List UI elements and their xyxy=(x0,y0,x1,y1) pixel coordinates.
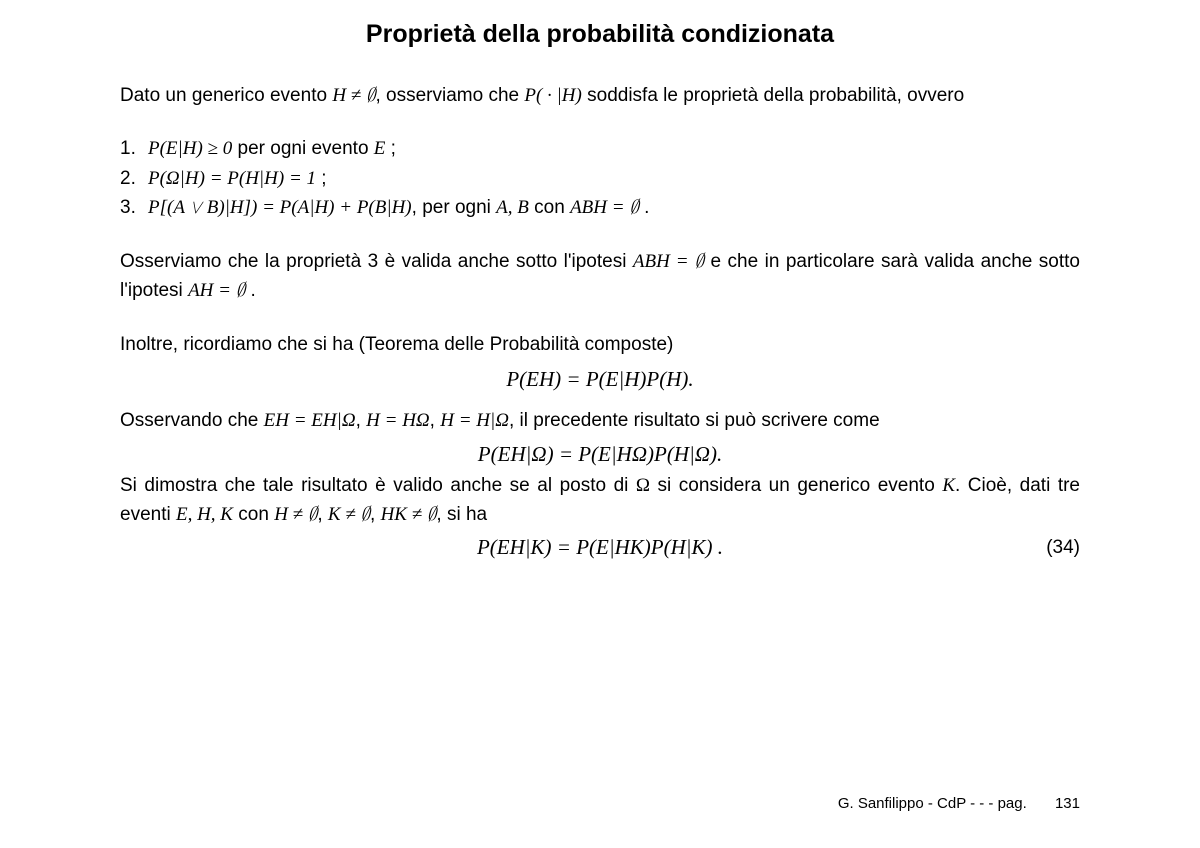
text: Osserviamo che la proprietà 3 è valida a… xyxy=(120,251,633,272)
math-inline: HK ≠ ∅ xyxy=(381,504,437,525)
list-item: 3. P[(A ∨ B)|H]) = P(A|H) + P(B|H), per … xyxy=(120,193,1080,222)
math-inline: K ≠ ∅ xyxy=(328,504,370,525)
text: . xyxy=(639,197,650,218)
math-inline: E, H, K xyxy=(176,504,233,525)
math-inline: H = HΩ xyxy=(366,410,430,431)
equation-body: P(EH|K) = P(E|HK)P(H|K) . xyxy=(477,535,723,560)
list-number: 2. xyxy=(120,164,148,193)
math-inline: ABH = ∅ xyxy=(570,197,639,218)
equation-display: P(EH|Ω) = P(E|HΩ)P(H|Ω). xyxy=(120,442,1080,467)
math-inline: AH = ∅ xyxy=(188,280,245,301)
text: , xyxy=(430,410,441,431)
text: , osserviamo che xyxy=(375,85,524,106)
math-inline: H ≠ ∅ xyxy=(332,85,375,106)
math-inline: A, B xyxy=(496,197,529,218)
footer-author: G. Sanfilippo - CdP - - - pag. xyxy=(838,795,1027,812)
text: , per ogni xyxy=(412,197,497,218)
text: con xyxy=(233,504,274,525)
list-number: 1. xyxy=(120,134,148,163)
text: Si dimostra che tale risultato è valido … xyxy=(120,475,636,496)
math-inline: H = H|Ω xyxy=(440,410,509,431)
text: , xyxy=(356,410,367,431)
equation-number: (34) xyxy=(1046,537,1080,559)
math-inline: Ω xyxy=(636,475,650,496)
math-inline: P[(A ∨ B)|H]) = P(A|H) + P(B|H) xyxy=(148,197,412,218)
text: soddisfa le proprietà della probabilità,… xyxy=(582,85,964,106)
list-item: 2. P(Ω|H) = P(H|H) = 1 ; xyxy=(120,164,1080,193)
text: si considera un generico evento xyxy=(650,475,942,496)
math-inline: P(Ω|H) = P(H|H) = 1 xyxy=(148,168,316,189)
equation-display: P(EH) = P(E|H)P(H). xyxy=(120,367,1080,392)
page-footer: G. Sanfilippo - CdP - - - pag. 131 xyxy=(838,795,1080,812)
text: per ogni evento xyxy=(232,138,374,159)
math-inline: EH = EH|Ω xyxy=(264,410,356,431)
paragraph-intro: Dato un generico evento H ≠ ∅, osserviam… xyxy=(120,81,1080,110)
text: . xyxy=(245,280,256,301)
text: Osservando che xyxy=(120,410,264,431)
text: con xyxy=(529,197,570,218)
footer-page-number: 131 xyxy=(1055,795,1080,812)
math-inline: H ≠ ∅ xyxy=(274,504,317,525)
numbered-list: 1. P(E|H) ≥ 0 per ogni evento E ; 2. P(Ω… xyxy=(120,134,1080,222)
text: ; xyxy=(316,168,327,189)
text: ; xyxy=(385,138,396,159)
text: , il precedente risultato si può scriver… xyxy=(509,410,880,431)
paragraph-generalization: Si dimostra che tale risultato è valido … xyxy=(120,471,1080,530)
math-inline: E xyxy=(374,138,386,159)
equation-numbered: P(EH|K) = P(E|HK)P(H|K) . (34) xyxy=(120,535,1080,560)
math-inline: P( · |H) xyxy=(524,85,581,106)
text: , xyxy=(317,504,328,525)
list-number: 3. xyxy=(120,193,148,222)
paragraph-observation: Osserviamo che la proprietà 3 è valida a… xyxy=(120,247,1080,306)
paragraph-theorem-intro: Inoltre, ricordiamo che si ha (Teorema d… xyxy=(120,330,1080,359)
math-inline: K xyxy=(942,475,955,496)
list-item: 1. P(E|H) ≥ 0 per ogni evento E ; xyxy=(120,134,1080,163)
math-inline: P(E|H) ≥ 0 xyxy=(148,138,232,159)
math-inline: ABH = ∅ xyxy=(633,251,704,272)
text: Dato un generico evento xyxy=(120,85,332,106)
text: , si ha xyxy=(436,504,487,525)
text: , xyxy=(370,504,381,525)
paragraph-rewrite: Osservando che EH = EH|Ω, H = HΩ, H = H|… xyxy=(120,406,1080,435)
page-title: Proprietà della probabilità condizionata xyxy=(120,20,1080,49)
